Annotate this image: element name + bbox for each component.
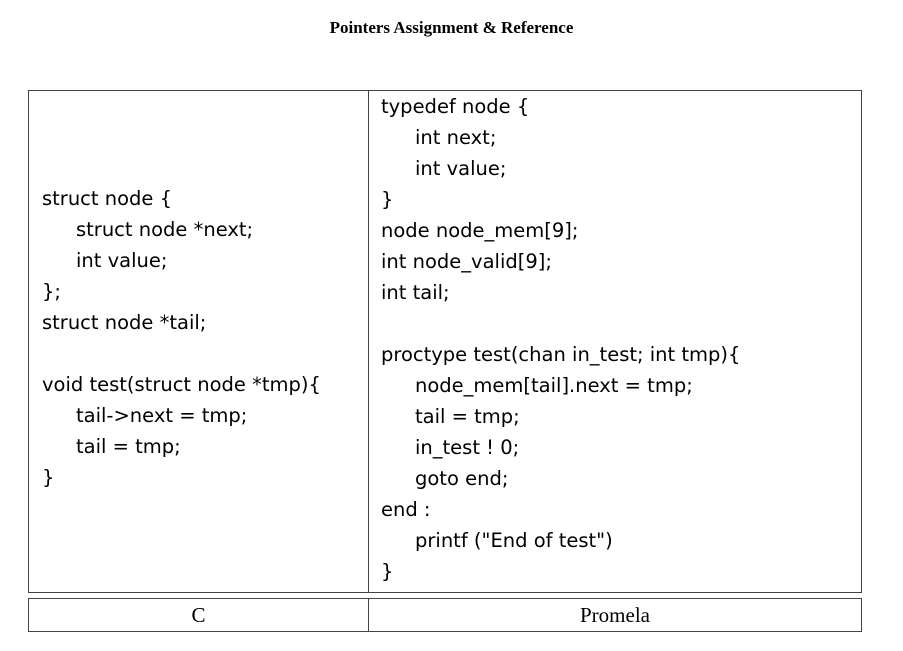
- promela-code-line: int tail;: [381, 281, 450, 304]
- promela-code-line: int node_valid[9];: [381, 250, 552, 273]
- c-code-line: tail->next = tmp;: [76, 404, 248, 427]
- promela-code-line: }: [381, 188, 394, 211]
- promela-code-line: typedef node {: [381, 95, 530, 118]
- promela-code-line: tail = tmp;: [415, 405, 520, 428]
- promela-code-line: end :: [381, 498, 431, 521]
- c-code-line: tail = tmp;: [76, 435, 181, 458]
- promela-code-line: in_test ! 0;: [415, 436, 520, 459]
- promela-code-line: }: [381, 560, 394, 583]
- c-code-line: struct node {: [42, 187, 173, 210]
- label-divider: [368, 599, 369, 631]
- promela-code-line: printf ("End of test"): [415, 529, 613, 552]
- promela-column-label: Promela: [580, 603, 650, 627]
- c-column-label: C: [191, 603, 206, 627]
- c-code-line: };: [42, 280, 61, 303]
- promela-code-line: node node_mem[9];: [381, 219, 579, 242]
- c-code-line: int value;: [76, 249, 168, 272]
- promela-code-line: goto end;: [415, 467, 509, 490]
- c-code-line: }: [42, 466, 55, 489]
- c-code-line: void test(struct node *tmp){: [42, 373, 321, 396]
- c-code-line: struct node *tail;: [42, 311, 207, 334]
- column-labels-row: C Promela: [28, 598, 862, 632]
- promela-code-line: proctype test(chan in_test; int tmp){: [381, 343, 741, 366]
- promela-code-line: node_mem[tail].next = tmp;: [415, 374, 693, 397]
- c-code-line: struct node *next;: [76, 218, 254, 241]
- column-divider: [368, 91, 369, 592]
- promela-code-line: int value;: [415, 157, 507, 180]
- promela-code-line: int next;: [415, 126, 497, 149]
- document-title: Pointers Assignment & Reference: [329, 18, 574, 37]
- code-comparison-table: struct node { struct node *next; int val…: [28, 90, 862, 593]
